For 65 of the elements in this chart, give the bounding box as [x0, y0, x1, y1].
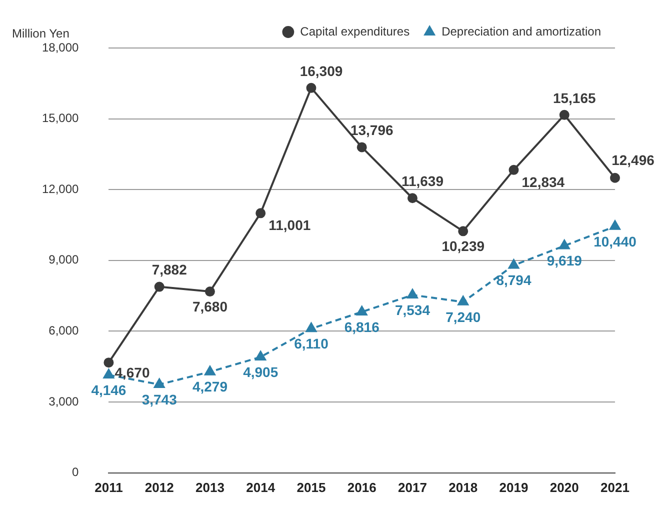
data-label: 12,496 [612, 152, 655, 168]
data-label: 10,440 [594, 233, 637, 250]
data-label: 7,534 [394, 302, 430, 318]
y-tick-label: 15,000 [42, 111, 80, 126]
x-tick-label: 2014 [246, 480, 276, 496]
data-label: 16,309 [300, 62, 343, 79]
data-label: 7,240 [446, 308, 481, 325]
data-label: 10,239 [442, 238, 485, 254]
y-tick-label: 6,000 [48, 324, 80, 338]
point [508, 259, 520, 269]
data-label: 4,279 [192, 378, 228, 395]
data-label: 4,146 [91, 382, 126, 398]
x-tick-label: 2012 [144, 480, 174, 496]
point [407, 193, 418, 204]
x-tick-label: 2018 [448, 480, 478, 496]
data-label: 11,001 [268, 217, 311, 234]
x-tick-label: 2013 [196, 480, 224, 496]
legend-label: Depreciation and amortization [442, 24, 601, 38]
data-label: 4,905 [243, 364, 278, 380]
data-label: 12,834 [522, 174, 565, 190]
data-label: 8,794 [496, 272, 532, 288]
point [204, 366, 216, 376]
point [256, 208, 266, 218]
point [306, 322, 317, 332]
point [306, 82, 316, 93]
data-label: 6,816 [344, 318, 380, 335]
data-label: 6,110 [294, 335, 329, 352]
point [458, 226, 468, 236]
point [154, 378, 165, 388]
x-tick-label: 2020 [550, 480, 579, 496]
point [559, 110, 570, 120]
data-label: 9,619 [546, 252, 582, 269]
x-tick-label: 2016 [347, 480, 376, 496]
point [508, 164, 519, 175]
point [407, 289, 418, 298]
data-label: 13,796 [350, 122, 394, 138]
data-label: 7,882 [152, 262, 188, 278]
data-label: 7,680 [192, 298, 228, 314]
data-label: 4,670 [114, 364, 150, 380]
point [610, 220, 620, 230]
x-tick-label: 2021 [600, 480, 630, 496]
point [458, 296, 468, 306]
y-tick-label: 3,000 [48, 394, 80, 408]
point [255, 351, 266, 361]
y-tick-label: 0 [72, 465, 80, 480]
point [154, 282, 164, 292]
x-tick-label: 2017 [398, 480, 427, 496]
data-label: 3,743 [142, 391, 178, 408]
point [103, 368, 114, 378]
y-tick-label: 12,000 [42, 182, 80, 196]
point [104, 358, 114, 368]
point [356, 142, 367, 152]
x-tick-label: 2011 [94, 480, 123, 496]
y-tick-label: 18,000 [42, 40, 80, 54]
x-tick-label: 2015 [296, 480, 326, 496]
y-axis-title: Million Yen [12, 26, 70, 40]
point [356, 306, 368, 316]
y-tick-label: 9,000 [48, 252, 80, 267]
point [204, 286, 215, 297]
point [559, 240, 570, 250]
data-label: 11,639 [401, 172, 444, 189]
data-label: 15,165 [552, 90, 596, 106]
legend-label: Capital expenditures [300, 24, 410, 38]
point [610, 172, 620, 183]
x-tick-label: 2019 [499, 480, 528, 496]
